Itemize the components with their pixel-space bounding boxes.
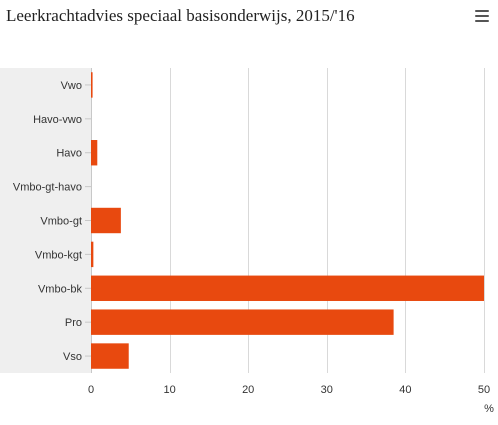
x-axis-unit-label: %	[484, 403, 494, 415]
bar-vso[interactable]	[91, 343, 129, 369]
category-label: Vso	[63, 351, 82, 363]
x-tick-label: 50	[478, 384, 490, 396]
category-label: Pro	[65, 317, 82, 329]
bar-vmbo-kgt[interactable]	[91, 241, 94, 268]
category-label: Vmbo-kgt	[35, 249, 82, 261]
x-tick-label: 40	[399, 384, 411, 396]
category-label: Vmbo-gt	[40, 216, 82, 228]
x-tick-label: 10	[163, 384, 175, 396]
hamburger-menu-icon[interactable]	[475, 10, 489, 23]
x-tick-label: 30	[321, 384, 333, 396]
bar-pro[interactable]	[91, 309, 394, 335]
x-tick-label: 0	[88, 384, 94, 396]
x-tick-label: 20	[242, 384, 254, 396]
category-label: Havo-vwo	[33, 114, 82, 126]
bar-havo[interactable]	[91, 140, 98, 166]
chart-title: Leerkrachtadvies speciaal basisonderwijs…	[6, 6, 355, 25]
bar-vmbo-gt[interactable]	[91, 207, 121, 234]
category-label: Vmbo-bk	[38, 283, 83, 295]
category-band	[0, 68, 91, 373]
category-label: Vwo	[61, 80, 82, 92]
category-label: Havo	[56, 148, 82, 160]
category-label: Vmbo-gt-havo	[13, 182, 82, 194]
bar-vmbo-bk[interactable]	[91, 275, 484, 301]
bar-vwo[interactable]	[91, 72, 93, 98]
